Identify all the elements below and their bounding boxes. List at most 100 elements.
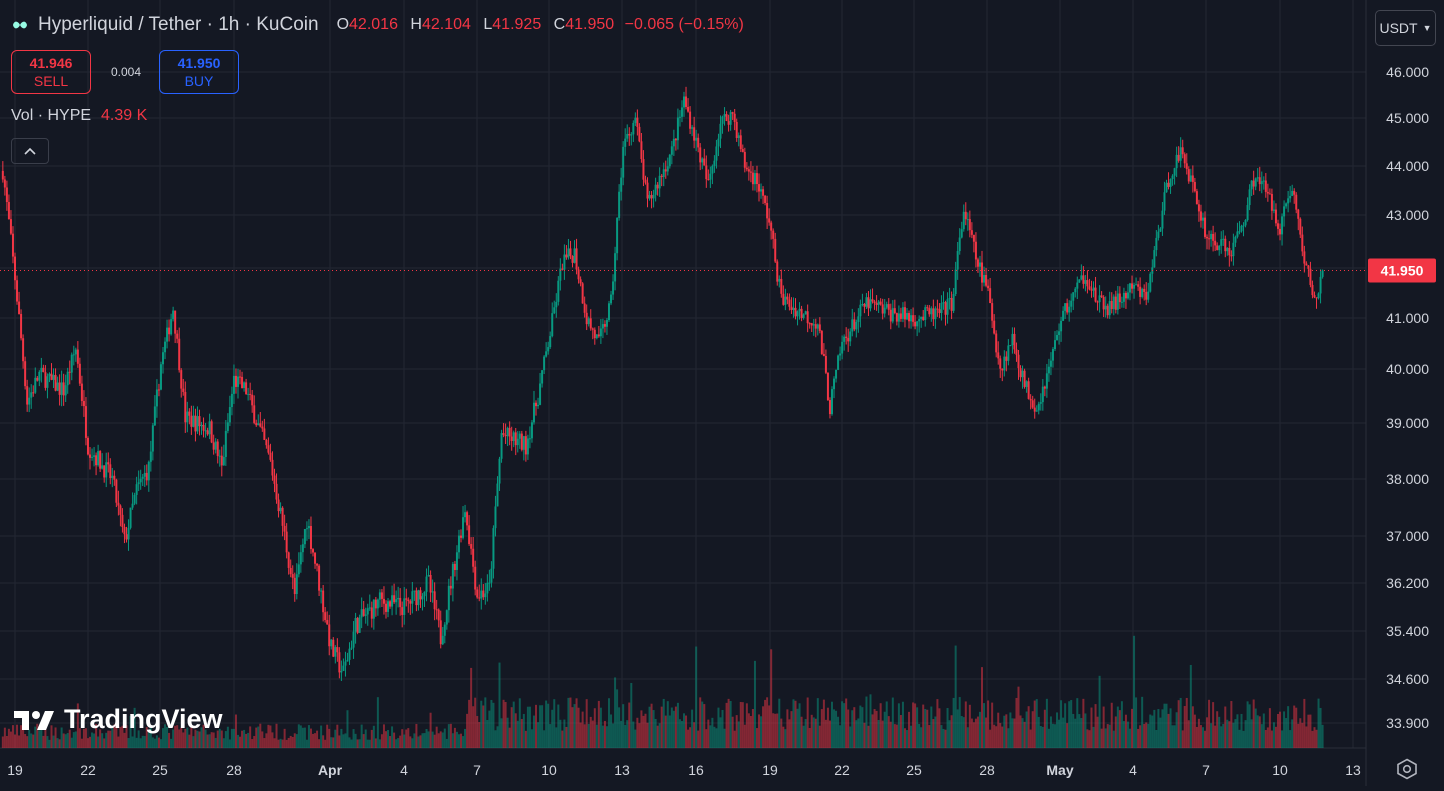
candle-body	[125, 534, 128, 540]
candle-body	[966, 219, 969, 221]
collapse-legend-button[interactable]	[11, 138, 49, 164]
candle-body	[1270, 193, 1273, 211]
volume-label[interactable]: Vol · HYPE	[11, 107, 92, 124]
candle-body	[249, 393, 252, 395]
volume-bar	[865, 696, 868, 748]
volume-bar	[224, 731, 227, 748]
volume-bar	[614, 677, 617, 748]
volume-bar	[847, 709, 850, 748]
volume-bar	[543, 730, 546, 748]
volume-bar	[411, 738, 414, 748]
candle-body	[1062, 310, 1065, 321]
x-axis-tick-label: 25	[906, 762, 922, 778]
candle-body	[802, 314, 805, 318]
candle-body	[717, 138, 720, 147]
candle-body	[309, 526, 312, 550]
candle-body	[908, 313, 911, 322]
volume-bar	[912, 702, 915, 748]
volume-bar	[82, 728, 85, 748]
volume-value: 4.39 K	[101, 107, 148, 124]
candle-body	[1116, 293, 1119, 310]
volume-bar	[786, 709, 789, 748]
volume-bar	[1126, 721, 1129, 748]
candle-body	[210, 421, 213, 443]
tradingview-watermark[interactable]: TradingView	[14, 704, 223, 735]
buy-button[interactable]: 41.950 BUY	[159, 50, 239, 94]
volume-bar	[166, 726, 169, 748]
volume-bar	[1228, 721, 1231, 748]
candle-body	[1035, 410, 1038, 412]
candle-body	[674, 138, 677, 141]
candle-body	[737, 135, 740, 139]
volume-bar	[261, 731, 264, 748]
candle-body	[277, 499, 280, 512]
volume-bar	[103, 738, 106, 748]
candle-body	[553, 307, 556, 314]
volume-bar	[301, 727, 304, 748]
volume-bar	[607, 698, 610, 748]
volume-bar	[680, 720, 683, 748]
candle-body	[1122, 292, 1125, 302]
volume-bar	[303, 727, 306, 748]
candle-body	[360, 609, 363, 618]
volume-bar	[486, 720, 489, 748]
candle-body	[1143, 288, 1146, 292]
currency-select[interactable]: USDT ▼	[1375, 10, 1436, 46]
volume-bar	[421, 733, 424, 748]
x-axis-tick-label: 13	[1345, 762, 1361, 778]
volume-bar	[9, 731, 12, 748]
candle-body	[1019, 368, 1022, 378]
candle-body	[824, 355, 827, 373]
volume-bar	[1254, 708, 1257, 748]
volume-bar	[855, 720, 858, 748]
candle-body	[711, 166, 714, 174]
candle-body	[316, 563, 319, 566]
candle-body	[433, 591, 436, 610]
volume-bar	[320, 725, 323, 748]
candle-body	[1094, 287, 1097, 302]
volume-bar	[790, 711, 793, 748]
volume-bar	[1023, 721, 1026, 748]
candle-body	[372, 599, 375, 619]
volume-bar	[407, 728, 410, 748]
volume-bar	[441, 732, 444, 748]
gear-icon[interactable]	[1394, 757, 1420, 781]
volume-bar	[435, 726, 438, 748]
symbol-title[interactable]: Hyperliquid / Tether · 1h · KuCoin	[38, 14, 319, 35]
candle-body	[216, 441, 219, 456]
candle-body	[1131, 283, 1134, 289]
candle-body	[48, 373, 51, 377]
candle-body	[697, 137, 700, 148]
volume-bar	[814, 718, 817, 748]
candle-body	[1051, 349, 1054, 361]
volume-bar	[498, 662, 501, 748]
volume-bar	[1252, 699, 1255, 748]
candle-body	[997, 352, 1000, 359]
volume-bar	[755, 728, 758, 748]
volume-bar	[1272, 722, 1275, 748]
sell-button[interactable]: 41.946 SELL	[11, 50, 91, 94]
candle-body	[103, 465, 106, 478]
candle-body	[1005, 356, 1008, 361]
volume-bar	[496, 726, 499, 748]
candle-body	[5, 187, 8, 203]
candle-body	[583, 303, 586, 313]
y-axis-tick-label: 33.900	[1386, 715, 1429, 731]
volume-bar	[526, 706, 529, 748]
volume-bar	[1051, 723, 1054, 748]
volume-bar	[697, 730, 700, 748]
volume-bar	[397, 738, 400, 748]
volume-bar	[346, 710, 349, 748]
candle-body	[1088, 286, 1091, 290]
volume-bar	[340, 728, 343, 748]
candle-body	[291, 574, 294, 578]
volume-bar	[447, 724, 450, 748]
candle-body	[1266, 191, 1269, 194]
candle-body	[1049, 360, 1052, 367]
candle-body	[131, 503, 134, 508]
volume-bar	[506, 717, 509, 748]
volume-bar	[966, 727, 969, 748]
volume-bar	[1037, 716, 1040, 748]
